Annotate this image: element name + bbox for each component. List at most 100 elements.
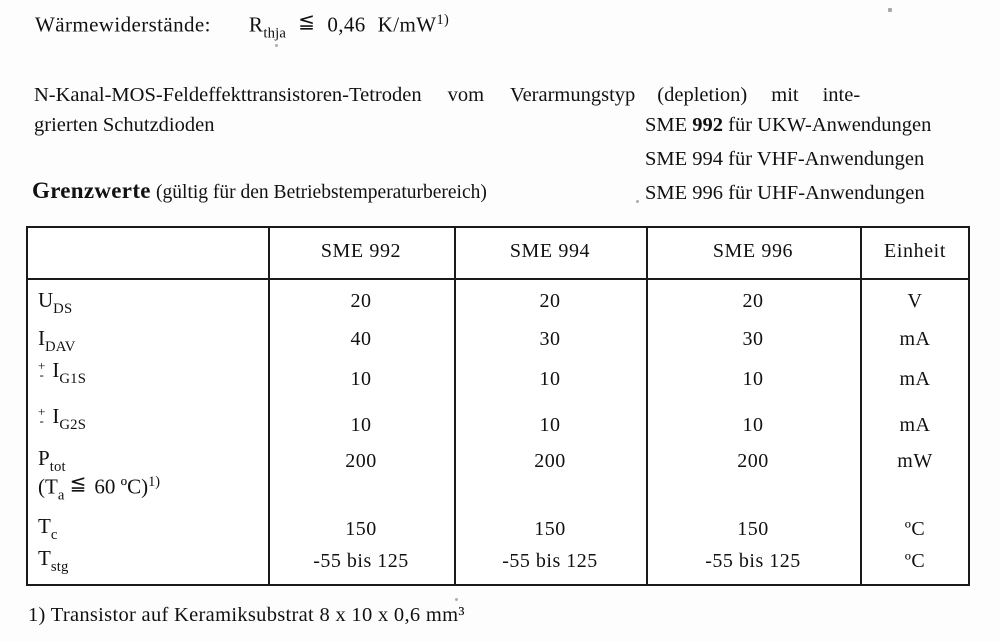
type-number: 992 [692,114,724,136]
type-entry-sme-992: SME 992 für UKW-Anwendungen [645,114,931,137]
table-cell-value: 150 [534,518,566,540]
type-number: 996 [692,182,724,204]
description-line-2: grierten Schutzdioden [34,114,215,136]
param-subscript: G1S [59,371,87,388]
table-cell-value: 150 [737,518,769,540]
type-entry-sme-996: SME 996 für UHF-Anwendungen [645,182,925,205]
plus-minus-icon: + - [38,404,46,428]
scan-speck-artifact [455,598,458,601]
table-cell-value: -55 bis 125 [705,550,801,572]
table-cell-unit: ºC [904,550,926,572]
table-cell-value: 10 [742,414,764,436]
table-cell-unit: mW [897,450,933,472]
table-cell-unit: mA [899,368,931,390]
table-cell-unit: V [907,290,923,312]
section-title: Grenzwerte [32,178,151,203]
table-column-divider [454,228,456,584]
param-subscript: stg [50,559,69,576]
table-cell-value: 10 [350,368,372,390]
param-subscript: DAV [45,339,76,356]
table-row-label-ptot: Ptot [38,446,66,476]
table-cell-value: 200 [345,450,377,472]
table-row-condition-ptot: (Ta≦ 60 ºC)1) [38,473,160,505]
table-row-label-ig2s: + - IG2S [38,404,86,434]
table-cell-value: 40 [350,328,372,350]
param-symbol: U [38,288,54,312]
type-entry-sme-994: SME 994 für VHF-Anwendungen [645,148,924,171]
table-row-label-uds: UDS [38,288,72,318]
thermal-resistance-unit: K/mW [377,12,437,37]
table-header-divider [28,278,968,280]
table-cell-value: 150 [345,518,377,540]
type-prefix: SME [645,182,688,204]
table-row-label-ig1s: + - IG1S [38,358,86,388]
table-cell-value: 200 [737,450,769,472]
type-suffix: für VHF-Anwendungen [728,148,925,170]
table-cell-unit: mA [899,328,931,350]
description-word: (depletion) [657,84,748,106]
plus-minus-icon: + - [38,358,46,382]
table-header-sme-994: SME 994 [509,240,591,262]
table-cell-value: 200 [534,450,566,472]
condition-open: (T [38,474,58,499]
thermal-resistance-line: Wärmewiderstände: Rthja ≦ 0,46 K/mW1) [35,11,450,43]
type-number: 994 [692,148,724,170]
table-header-einheit: Einheit [884,240,946,262]
table-cell-value: -55 bis 125 [502,550,598,572]
param-symbol: I [52,404,60,428]
section-heading: Grenzwerte (gültig für den Betriebstempe… [32,178,487,204]
table-cell-unit: mA [899,414,931,436]
param-symbol: I [38,326,45,350]
footnote-ref: 1) [148,474,160,490]
param-subscript: G2S [59,417,87,434]
description-word: vom [447,84,485,106]
table-cell-value: 30 [742,328,764,350]
table-cell-value: 20 [539,290,561,312]
table-cell-value: 10 [742,368,764,390]
thermal-resistance-label: Wärmewiderstände: [35,12,211,37]
table-cell-value: -55 bis 125 [313,550,409,572]
thermal-resistance-symbol: R [248,12,264,37]
type-prefix: SME [645,114,688,136]
description-word: N-Kanal-MOS-Feldeffekttransistoren-Tetro… [34,84,422,106]
table-cell-value: 20 [742,290,764,312]
less-equal-icon: ≦ [69,473,87,496]
footnote-text: 1) Transistor auf Keramiksubstrat 8 x 10… [28,604,465,626]
param-subscript: tot [49,459,66,476]
table-row-label-tstg: Tstg [38,546,69,576]
scan-speck-artifact [888,8,892,12]
param-symbol: P [38,446,50,470]
table-row-label-idav: IDAV [38,326,76,356]
scan-speck-artifact [636,200,639,203]
table-column-divider [860,228,862,584]
param-subscript: DS [53,301,73,318]
table-cell-value: 20 [350,290,372,312]
description-word: mit [771,84,799,106]
description-line-1: N-Kanal-MOS-Feldeffekttransistoren-Tetro… [34,84,974,107]
description-word: Verarmungstyp [510,84,636,106]
table-cell-value: 30 [539,328,561,350]
table-row-label-tc: Tc [38,514,58,544]
footnote-ref: 1) [436,12,450,28]
thermal-resistance-subscript: thja [263,25,287,42]
table-cell-value: 10 [350,414,372,436]
description-word: inte- [822,84,861,106]
thermal-resistance-value: 0,46 [327,12,366,37]
condition-value: 60 ºC) [94,474,149,499]
param-subscript: c [50,527,58,544]
param-symbol: I [52,358,60,382]
table-column-divider [268,228,270,584]
condition-subscript: a [57,487,65,504]
table-header-sme-992: SME 992 [320,240,402,262]
limits-table: SME 992 SME 994 SME 996 Einheit UDS 20 2… [26,226,970,586]
less-equal-icon: ≦ [298,11,316,34]
section-qualifier: (gültig für den Betriebstemperaturbereic… [156,182,487,203]
table-cell-value: 10 [539,414,561,436]
table-cell-unit: ºC [904,518,926,540]
param-symbol: T [38,514,51,538]
table-cell-value: 10 [539,368,561,390]
scan-speck-artifact [275,44,278,47]
param-symbol: T [38,546,51,570]
type-prefix: SME [645,148,688,170]
